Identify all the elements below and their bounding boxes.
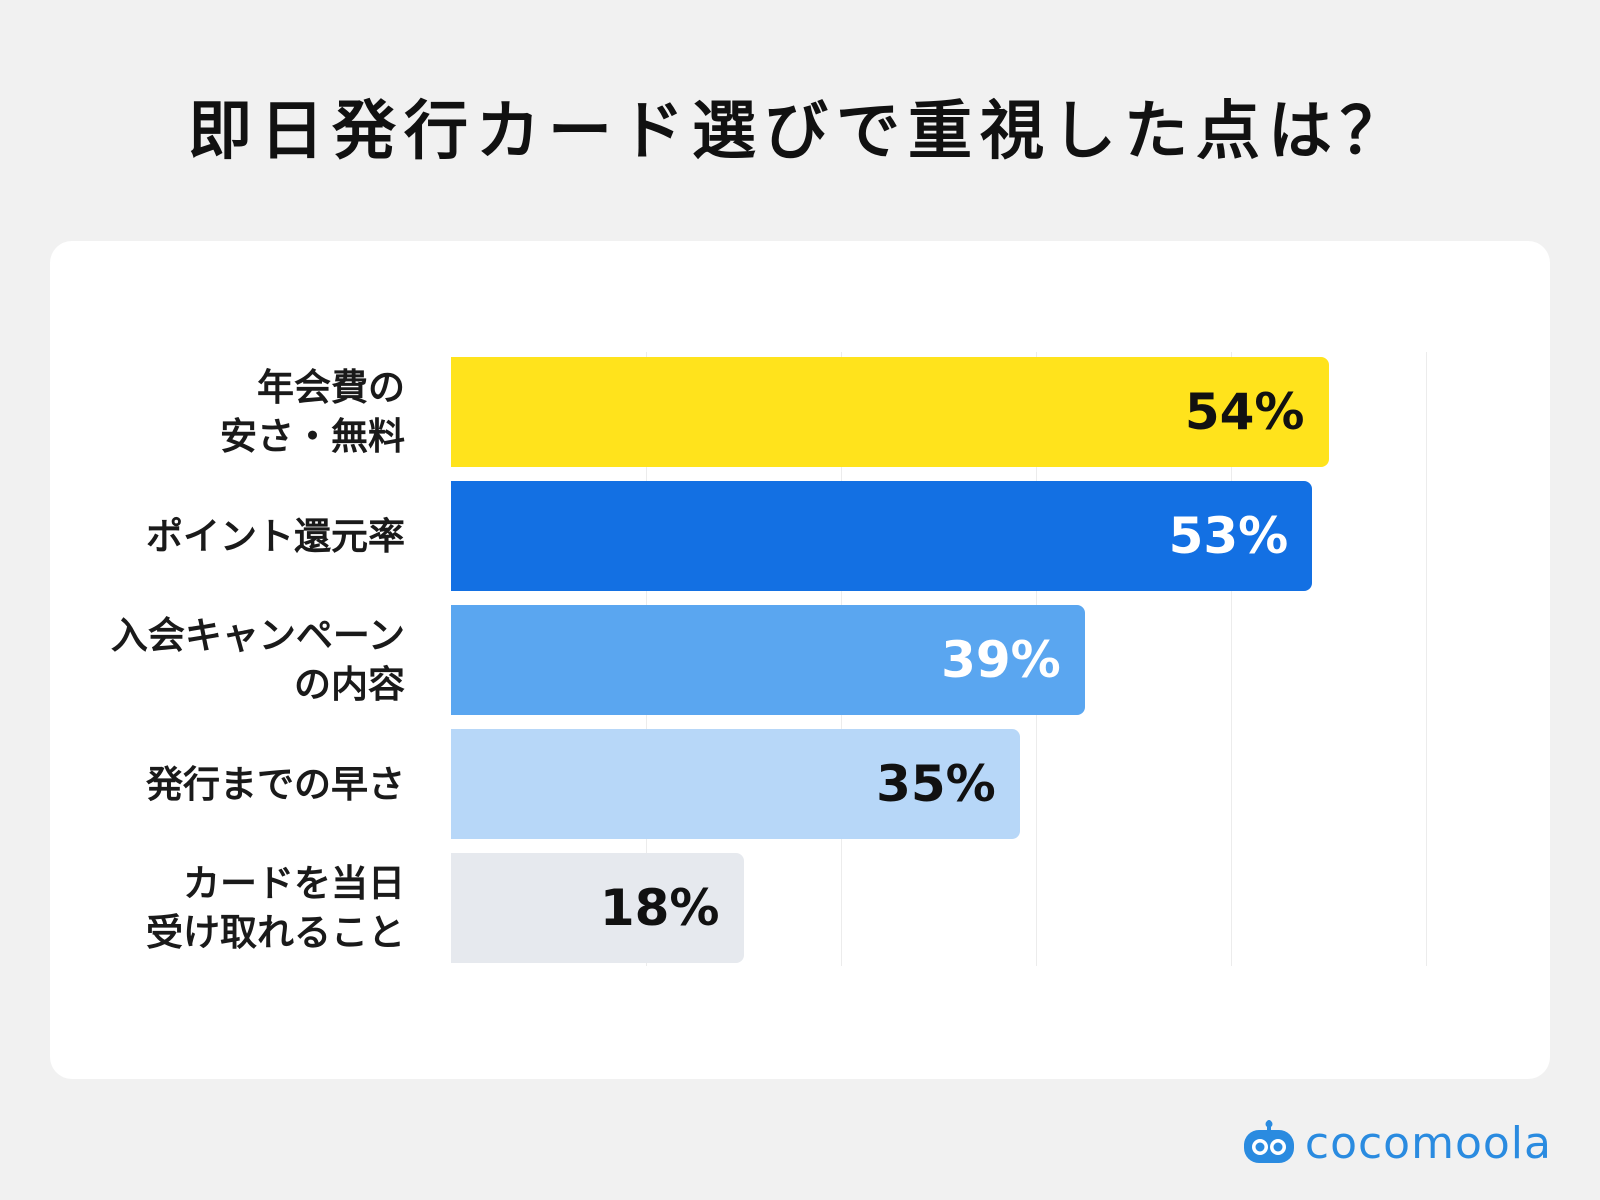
category-label: 入会キャンペーンの内容 — [25, 605, 405, 715]
bar-value-label: 53% — [1168, 507, 1289, 565]
category-label-line: 安さ・無料 — [220, 415, 405, 458]
bar: 39% — [451, 605, 1085, 715]
bar: 18% — [451, 853, 744, 963]
bar-value-label: 54% — [1184, 383, 1305, 441]
bar: 35% — [451, 729, 1020, 839]
category-label-line: 年会費の — [257, 366, 405, 409]
category-label-line: カードを当日 — [183, 862, 405, 905]
category-label-line: 受け取れること — [146, 911, 405, 954]
category-label-line: 入会キャンペーン — [110, 614, 405, 657]
category-label: 発行までの早さ — [25, 729, 405, 839]
bar-value-label: 39% — [941, 631, 1061, 689]
category-label-line: の内容 — [294, 663, 405, 706]
bar-value-label: 18% — [599, 879, 720, 937]
brand-logo: cocomoola — [1241, 1117, 1552, 1169]
category-label: カードを当日受け取れること — [25, 853, 405, 963]
category-label: 年会費の安さ・無料 — [25, 357, 405, 467]
cocomoola-robot-icon — [1243, 1120, 1294, 1163]
chart-title: 即日発行カード選びで重視した点は？ — [188, 95, 1412, 169]
gridline — [1426, 352, 1427, 966]
bar: 54% — [451, 357, 1329, 467]
category-label: ポイント還元率 — [25, 481, 405, 591]
category-label-line: 発行までの早さ — [146, 762, 405, 806]
bar: 53% — [451, 481, 1313, 591]
brand-name: cocomoola — [1304, 1117, 1552, 1169]
category-label-line: ポイント還元率 — [146, 514, 405, 558]
gridline — [1231, 352, 1232, 966]
bar-value-label: 35% — [876, 755, 996, 813]
